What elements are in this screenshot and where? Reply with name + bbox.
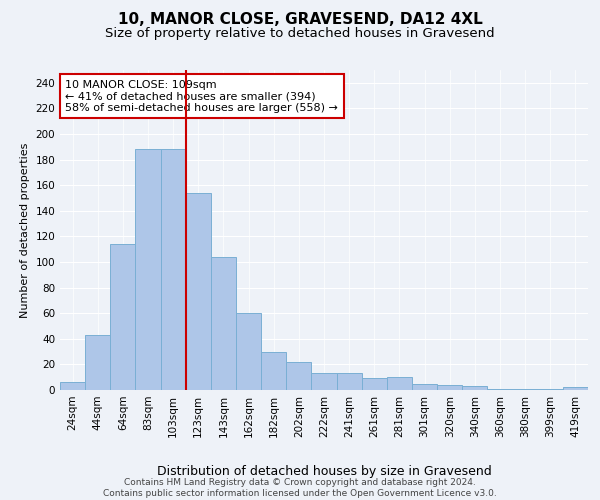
Bar: [563, 388, 588, 390]
Bar: [286, 362, 311, 390]
Text: Distribution of detached houses by size in Gravesend: Distribution of detached houses by size …: [157, 464, 491, 477]
Bar: [236, 313, 261, 390]
Bar: [161, 150, 186, 390]
Bar: [85, 335, 110, 390]
Bar: [362, 378, 387, 390]
Bar: [261, 352, 286, 390]
Bar: [412, 384, 437, 390]
Bar: [437, 385, 462, 390]
Bar: [60, 382, 85, 390]
Text: 10 MANOR CLOSE: 109sqm
← 41% of detached houses are smaller (394)
58% of semi-de: 10 MANOR CLOSE: 109sqm ← 41% of detached…: [65, 80, 338, 113]
Bar: [186, 193, 211, 390]
Text: Contains HM Land Registry data © Crown copyright and database right 2024.
Contai: Contains HM Land Registry data © Crown c…: [103, 478, 497, 498]
Bar: [538, 388, 563, 390]
Bar: [311, 374, 337, 390]
Bar: [387, 377, 412, 390]
Bar: [211, 257, 236, 390]
Text: Size of property relative to detached houses in Gravesend: Size of property relative to detached ho…: [105, 28, 495, 40]
Bar: [487, 388, 512, 390]
Y-axis label: Number of detached properties: Number of detached properties: [20, 142, 30, 318]
Bar: [110, 244, 136, 390]
Bar: [337, 374, 362, 390]
Bar: [512, 388, 538, 390]
Bar: [462, 386, 487, 390]
Bar: [136, 150, 161, 390]
Text: 10, MANOR CLOSE, GRAVESEND, DA12 4XL: 10, MANOR CLOSE, GRAVESEND, DA12 4XL: [118, 12, 482, 28]
